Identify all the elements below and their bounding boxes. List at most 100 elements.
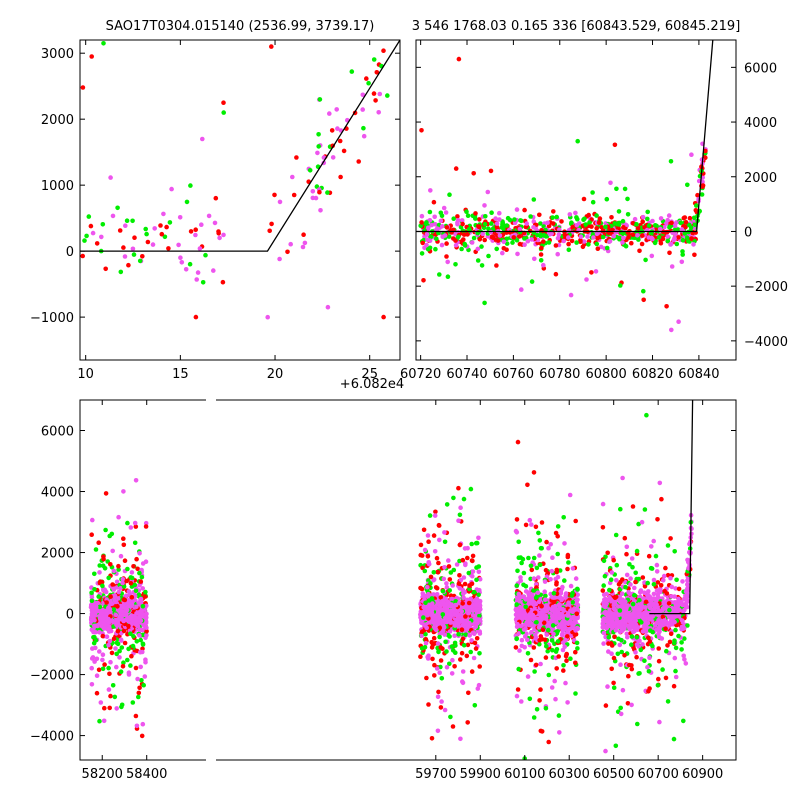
data-point	[436, 695, 441, 700]
data-point	[556, 639, 561, 644]
data-point	[131, 634, 136, 639]
data-point	[494, 247, 499, 252]
data-point	[544, 632, 549, 637]
data-point	[466, 213, 471, 218]
data-point	[510, 240, 515, 245]
data-point	[665, 234, 670, 239]
data-point	[445, 502, 450, 507]
data-point	[568, 212, 573, 217]
data-point	[97, 719, 102, 724]
data-point	[125, 521, 130, 526]
data-point	[125, 218, 130, 223]
data-point	[451, 724, 456, 729]
data-point	[457, 57, 462, 62]
data-point	[104, 600, 109, 605]
data-point	[211, 268, 216, 273]
data-point	[141, 604, 146, 609]
data-point	[566, 613, 571, 618]
data-point	[635, 722, 640, 727]
data-point	[685, 235, 690, 240]
data-point	[676, 235, 681, 240]
data-point	[89, 666, 94, 671]
data-point	[574, 240, 579, 245]
data-point	[467, 583, 472, 588]
data-point	[585, 234, 590, 239]
data-point	[82, 238, 87, 243]
data-point	[121, 619, 126, 624]
data-point	[528, 214, 533, 219]
data-point	[647, 223, 652, 228]
data-point	[550, 555, 555, 560]
data-point	[146, 366, 151, 371]
data-point	[93, 646, 98, 651]
data-point	[429, 640, 434, 645]
data-point	[188, 262, 193, 267]
data-point	[176, 243, 181, 248]
data-point	[128, 617, 133, 622]
data-point	[539, 246, 544, 251]
data-point	[140, 575, 145, 580]
data-point	[556, 654, 561, 659]
data-point	[137, 691, 142, 696]
x-tick-label: 60740	[446, 367, 487, 382]
data-point	[664, 304, 669, 309]
data-point	[94, 624, 99, 629]
data-point	[133, 622, 138, 627]
data-point	[512, 235, 517, 240]
data-point	[443, 708, 448, 713]
data-point	[460, 651, 465, 656]
data-point	[140, 254, 145, 259]
data-point	[517, 614, 522, 619]
data-point	[89, 54, 94, 59]
data-point	[133, 541, 138, 546]
data-point	[294, 155, 299, 160]
data-point	[129, 575, 134, 580]
x-tick-label: 60760	[493, 367, 534, 382]
data-point	[527, 621, 532, 626]
data-point	[546, 546, 551, 551]
data-point	[543, 579, 548, 584]
data-point	[460, 679, 465, 684]
data-point	[81, 85, 86, 90]
data-point	[477, 570, 482, 575]
data-point	[129, 654, 134, 659]
data-point	[477, 664, 482, 669]
data-point	[432, 570, 437, 575]
data-point	[621, 688, 626, 693]
data-point	[538, 538, 543, 543]
data-point	[144, 625, 149, 630]
data-point	[116, 515, 121, 520]
data-point	[426, 560, 431, 565]
data-point	[625, 197, 630, 202]
data-point	[621, 236, 626, 241]
data-point	[534, 635, 539, 640]
data-point	[477, 609, 482, 614]
data-point	[433, 549, 438, 554]
data-point	[127, 670, 132, 675]
data-point	[623, 187, 628, 192]
data-point	[534, 663, 539, 668]
data-point	[221, 110, 226, 115]
chart-title: 3 546 1768.03 0.165 336 [60843.529, 6084…	[412, 19, 741, 34]
data-point	[534, 525, 539, 530]
data-point	[530, 279, 535, 284]
data-point	[326, 305, 331, 310]
x-tick-label: 10	[77, 367, 94, 382]
data-point	[144, 633, 149, 638]
data-point	[458, 513, 463, 518]
data-point	[199, 222, 204, 227]
data-point	[612, 635, 617, 640]
data-point	[476, 247, 481, 252]
data-point	[383, 32, 388, 37]
data-point	[515, 569, 520, 574]
data-point	[448, 577, 453, 582]
data-point	[591, 235, 596, 240]
data-point	[562, 626, 567, 631]
data-point	[459, 609, 464, 614]
data-point	[504, 247, 509, 252]
data-point	[500, 251, 505, 256]
data-point	[566, 553, 571, 558]
data-point	[519, 287, 524, 292]
data-point	[567, 248, 572, 253]
